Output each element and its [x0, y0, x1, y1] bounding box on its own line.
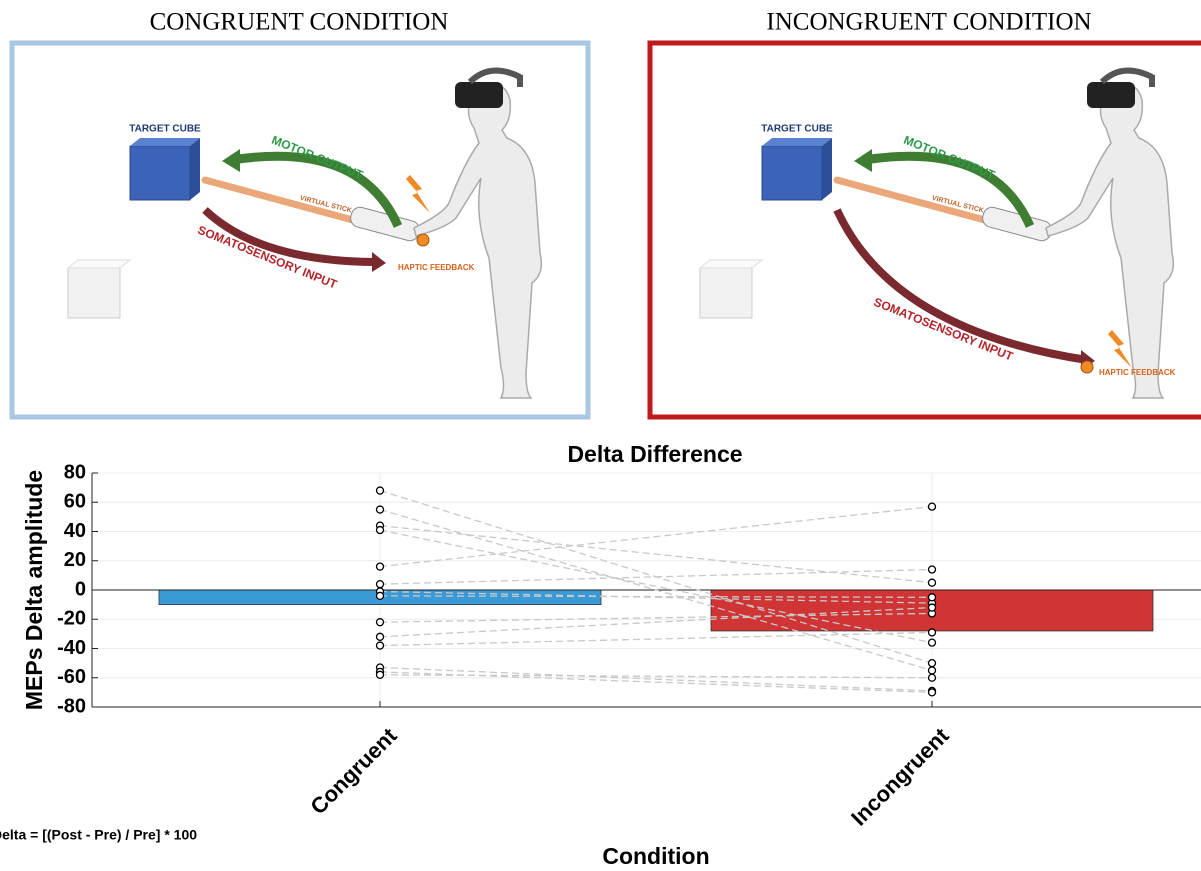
subject-point [377, 563, 384, 570]
x-tick-label: Congruent [305, 722, 402, 819]
pair-line [380, 530, 932, 643]
pair-line [380, 526, 932, 583]
target-cube [130, 146, 190, 200]
formula-note: Delta = [(Post - Pre) / Pre] * 100 [0, 827, 197, 843]
y-tick-label: 20 [64, 549, 86, 571]
neutral-cube [68, 268, 120, 318]
person [414, 84, 541, 398]
figure: CONGRUENT CONDITION INCONGRUENT CONDITIO… [0, 0, 1201, 871]
y-tick-label: 40 [64, 520, 86, 542]
x-axis-label: Condition [602, 843, 709, 869]
cube-side [190, 138, 200, 200]
haptic-label: HAPTIC FEEDBACK [1099, 368, 1176, 377]
cube-label: TARGET CUBE [129, 124, 201, 135]
page: CONGRUENT CONDITION INCONGRUENT CONDITIO… [0, 0, 1201, 871]
subject-point [377, 592, 384, 599]
subject-point [929, 660, 936, 667]
lightning [1108, 330, 1132, 368]
y-tick-label: -40 [57, 637, 86, 659]
subject-point [377, 619, 384, 626]
vr-headset [455, 82, 503, 108]
y-tick-label: -80 [57, 695, 86, 717]
subject-point [377, 642, 384, 649]
vr-headset [1087, 82, 1135, 108]
pair-line [380, 507, 932, 567]
target-cube [762, 146, 822, 200]
pair-line [380, 632, 932, 645]
subject-point [929, 667, 936, 674]
y-tick-label: 0 [75, 578, 86, 600]
haptic-label: HAPTIC FEEDBACK [398, 263, 475, 272]
person [1046, 84, 1173, 398]
subject-point [929, 689, 936, 696]
subject-point [929, 594, 936, 601]
subject-point [929, 604, 936, 611]
cube-side [822, 138, 832, 200]
subject-point [377, 633, 384, 640]
subject-point [377, 506, 384, 513]
somato-arrowhead [372, 252, 386, 272]
subject-point [929, 639, 936, 646]
subject-point [377, 581, 384, 588]
subject-point [377, 527, 384, 534]
haptic-point [417, 234, 429, 246]
virtual-stick [205, 180, 360, 222]
pair-line [380, 668, 932, 691]
subject-point [929, 674, 936, 681]
pair-line [380, 570, 932, 585]
cube-top [762, 138, 832, 146]
y-tick-label: 60 [64, 491, 86, 513]
x-tick-label: Incongruent [846, 722, 954, 830]
neutral-cube [700, 268, 752, 318]
panel-title: INCONGRUENT CONDITION [766, 9, 1091, 36]
neutral-cube-top [68, 260, 130, 268]
lightning [406, 175, 430, 213]
y-tick-label: -20 [57, 608, 86, 630]
y-tick-label: 80 [64, 461, 86, 483]
virtual-stick [837, 180, 992, 222]
haptic-point [1081, 361, 1093, 373]
neutral-cube-top [700, 260, 762, 268]
subject-point [929, 629, 936, 636]
y-tick-label: -60 [57, 666, 86, 688]
subject-point [929, 566, 936, 573]
chart-title: Delta Difference [567, 441, 742, 467]
cube-top [130, 138, 200, 146]
subject-point [929, 503, 936, 510]
subject-point [929, 579, 936, 586]
subject-point [377, 671, 384, 678]
y-axis-label: MEPs Delta amplitude [21, 470, 47, 710]
cube-label: TARGET CUBE [761, 124, 833, 135]
somato-label: SOMATOSENSORY INPUT [872, 295, 1016, 364]
panel-title: CONGRUENT CONDITION [150, 9, 449, 36]
motor-arrowhead [854, 149, 872, 172]
subject-point [377, 487, 384, 494]
motor-arrowhead [222, 149, 240, 172]
